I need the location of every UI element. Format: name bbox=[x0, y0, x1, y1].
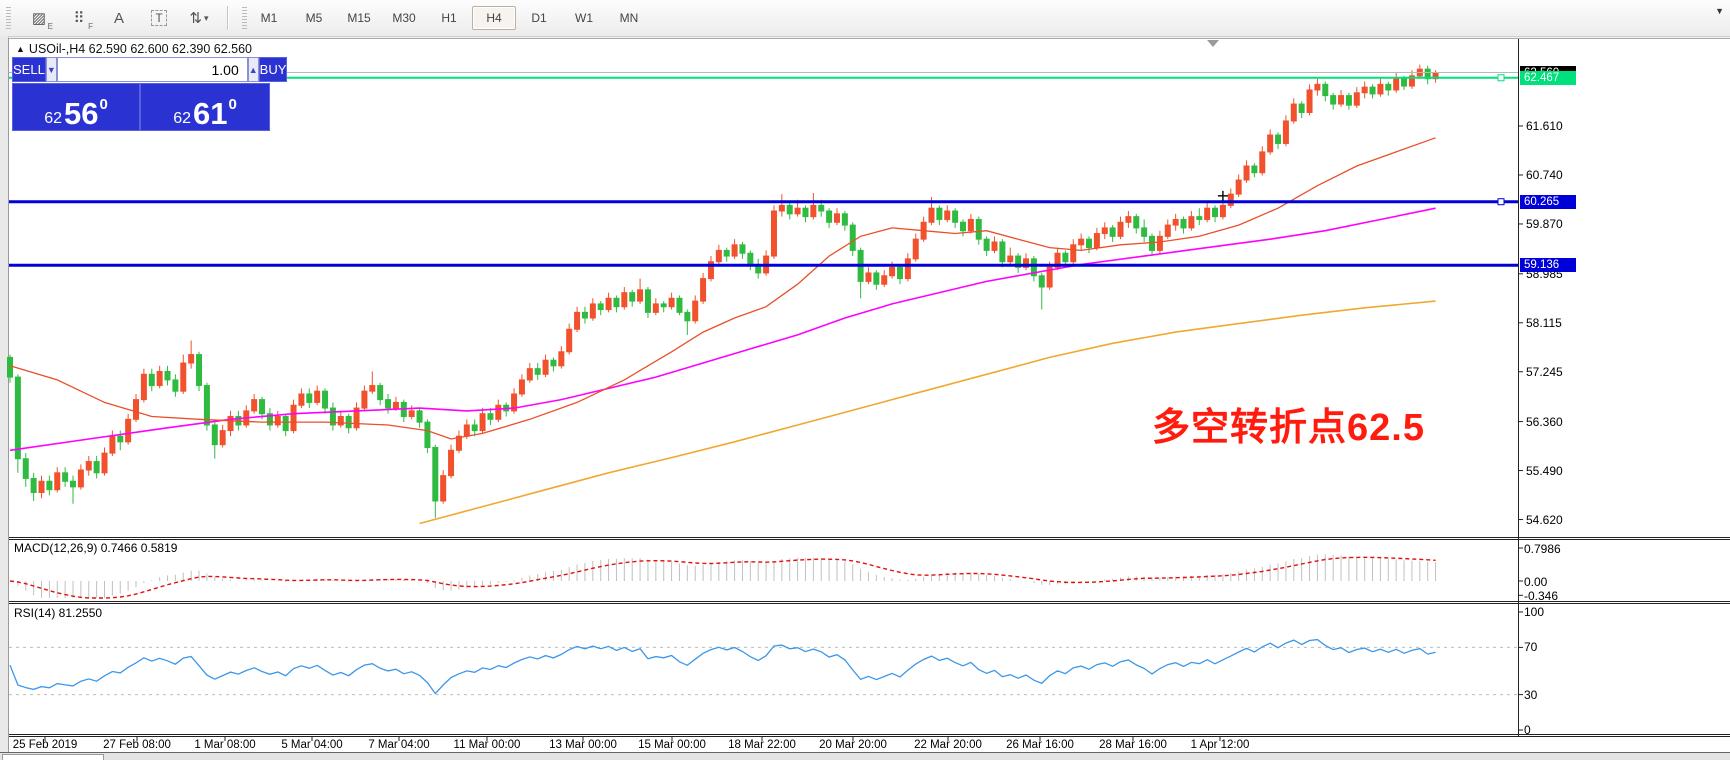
price-tick-label: 58.115 bbox=[1526, 315, 1562, 330]
price-badge-60.265: 60.265 bbox=[1520, 194, 1576, 209]
price-badge-59.136: 59.136 bbox=[1520, 258, 1576, 273]
volume-increase-button[interactable]: ▲ bbox=[247, 57, 259, 82]
timeframe-group: M1 M5 M15 M30 H1 H4 D1 W1 MN bbox=[247, 6, 652, 30]
candles[interactable] bbox=[7, 64, 1439, 518]
price-tick-label: 59.870 bbox=[1526, 216, 1563, 231]
chart-text-annotation[interactable]: 多空转折点62.5 bbox=[1152, 407, 1425, 449]
time-axis-label: 20 Mar 20:00 bbox=[819, 739, 887, 751]
macd-axis-label: 0.7986 bbox=[1524, 542, 1561, 557]
sell-button[interactable]: SELL bbox=[12, 57, 46, 82]
hline-handle[interactable] bbox=[1497, 198, 1505, 206]
rsi-axis-label: 70 bbox=[1524, 640, 1538, 655]
ma-slow-line bbox=[419, 300, 1436, 525]
macd-axis-label: 0.00 bbox=[1524, 575, 1548, 589]
price-tick-label: 57.245 bbox=[1526, 364, 1563, 379]
time-axis-label: 1 Mar 08:00 bbox=[194, 739, 256, 751]
buy-price-prefix: 62 bbox=[173, 110, 191, 127]
price-tick-label: 60.740 bbox=[1526, 167, 1563, 182]
font-icon[interactable]: A bbox=[113, 9, 124, 27]
rsi-axis-label: 30 bbox=[1524, 687, 1538, 702]
time-axis-label: 28 Mar 16:00 bbox=[1099, 739, 1167, 751]
ma-mid-line bbox=[9, 207, 1436, 452]
sell-price-prefix: 62 bbox=[44, 110, 62, 127]
time-axis-label: 11 Mar 00:00 bbox=[453, 739, 521, 751]
buy-button[interactable]: BUY bbox=[258, 57, 288, 82]
ma-fast-line bbox=[9, 137, 1436, 440]
price-tick-label: 55.490 bbox=[1526, 463, 1563, 478]
timeframe-button-h4[interactable]: H4 bbox=[472, 6, 516, 30]
macd-signal-line bbox=[9, 556, 1436, 599]
buy-price-display[interactable]: 62 61 0 bbox=[140, 83, 270, 131]
price-tick-label: 61.610 bbox=[1526, 119, 1563, 133]
timeframe-button-w1[interactable]: W1 bbox=[575, 11, 593, 25]
time-axis-label: 7 Mar 04:00 bbox=[368, 739, 430, 751]
price-tick-label: 54.620 bbox=[1526, 512, 1563, 527]
chart-symbol-title: ▲ USOil-,H4 62.590 62.600 62.390 62.560 bbox=[16, 42, 252, 56]
timeframe-button-m15[interactable]: M15 bbox=[347, 11, 371, 25]
buy-price-big: 61 bbox=[192, 95, 228, 131]
one-click-trading-panel: SELL ▼ ▲ BUY 62 56 0 62 61 0 bbox=[12, 57, 288, 131]
timeframe-button-m30[interactable]: M30 bbox=[392, 11, 416, 25]
time-axis-label: 27 Feb 08:00 bbox=[103, 739, 171, 751]
macd-axis-label: -0.346 bbox=[1524, 589, 1559, 604]
horizontal-scrollbar[interactable] bbox=[0, 752, 1730, 760]
time-axis-label: 13 Mar 00:00 bbox=[549, 739, 617, 751]
sell-price-big: 56 bbox=[63, 95, 99, 131]
time-axis-label: 18 Mar 22:00 bbox=[728, 739, 796, 751]
price-badge-62.467: 62.467 bbox=[1520, 70, 1576, 85]
timeframe-button-mn[interactable]: MN bbox=[619, 11, 639, 25]
toolbar-grip[interactable] bbox=[6, 7, 11, 29]
toolbar-overflow-icon[interactable]: ▼ bbox=[1715, 6, 1724, 16]
volume-input[interactable] bbox=[56, 57, 248, 82]
time-axis-label: 1 Apr 12:00 bbox=[1190, 739, 1250, 751]
hline-handle[interactable] bbox=[1497, 74, 1505, 82]
drawing-tools-group: ▨ E ⠿ F A T ⇅ ▾ bbox=[11, 3, 217, 33]
grid-dots-icon[interactable]: ⠿ F bbox=[73, 10, 94, 31]
macd-indicator-label: MACD(12,26,9) 0.7466 0.5819 bbox=[14, 541, 178, 555]
timeframe-grip[interactable] bbox=[242, 7, 247, 29]
time-axis-label: 25 Feb 2019 bbox=[12, 739, 78, 751]
scrollbar-thumb[interactable] bbox=[2, 754, 104, 760]
text-box-icon[interactable]: T bbox=[141, 3, 177, 33]
time-axis-label: 26 Mar 16:00 bbox=[1006, 739, 1074, 751]
sell-price-sup: 0 bbox=[99, 96, 108, 113]
rsi-line[interactable] bbox=[9, 638, 1436, 695]
toolbar-separator bbox=[227, 6, 228, 30]
volume-decrease-button[interactable]: ▼ bbox=[45, 57, 57, 82]
price-tick-label: 56.360 bbox=[1526, 414, 1563, 429]
arrows-tool-icon[interactable]: ⇅ ▾ bbox=[189, 10, 209, 27]
timeframe-button-m1[interactable]: M1 bbox=[260, 11, 278, 25]
rsi-axis-label: 100 bbox=[1524, 605, 1545, 619]
timeframe-button-d1[interactable]: D1 bbox=[531, 11, 547, 25]
collapse-triangle-icon[interactable]: ▲ bbox=[16, 44, 25, 54]
buy-price-sup: 0 bbox=[228, 96, 237, 113]
chart-shift-marker-icon[interactable] bbox=[1207, 40, 1219, 47]
time-axis-label: 15 Mar 00:00 bbox=[638, 739, 706, 751]
time-axis-label: 5 Mar 04:00 bbox=[281, 739, 343, 751]
rsi-indicator-label: RSI(14) 81.2550 bbox=[14, 606, 103, 620]
time-axis-label: 22 Mar 20:00 bbox=[914, 739, 982, 751]
chart-window[interactable] bbox=[8, 38, 1730, 753]
timeframe-button-h1[interactable]: H1 bbox=[441, 11, 457, 25]
patterns-icon[interactable]: ▨ E bbox=[31, 10, 53, 31]
sell-price-display[interactable]: 62 56 0 bbox=[12, 83, 140, 131]
timeframe-button-m5[interactable]: M5 bbox=[305, 11, 323, 25]
toolbar: ▨ E ⠿ F A T ⇅ ▾ M1 M5 M15 M30 H1 H4 D1 W1 MN ▼ bbox=[0, 0, 1730, 37]
rsi-axis-label: 0 bbox=[1524, 723, 1531, 737]
